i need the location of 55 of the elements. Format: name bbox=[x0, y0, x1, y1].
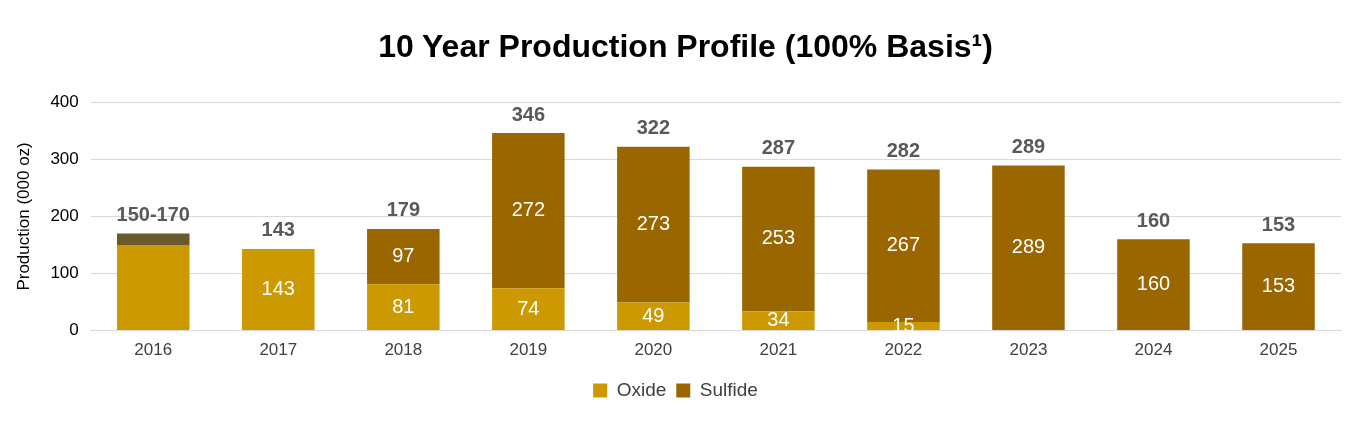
data-label: 160 bbox=[1136, 272, 1171, 295]
x-tick-label: 2023 bbox=[1009, 340, 1048, 360]
x-tick-label: 2017 bbox=[259, 340, 298, 360]
y-tick-label: 100 bbox=[50, 263, 79, 283]
data-label: 289 bbox=[1011, 235, 1046, 258]
bar bbox=[617, 146, 690, 303]
x-tick-label: 2022 bbox=[884, 340, 923, 360]
chart-title: 10 Year Production Profile (100% Basis¹) bbox=[377, 28, 994, 65]
bar bbox=[117, 233, 190, 245]
total-label: 150-170 bbox=[116, 203, 190, 226]
total-label: 153 bbox=[1261, 212, 1296, 235]
data-label: 81 bbox=[392, 294, 415, 317]
bar bbox=[742, 166, 815, 312]
data-label: 253 bbox=[761, 226, 796, 249]
data-label: 74 bbox=[517, 296, 540, 319]
bar bbox=[492, 288, 565, 331]
bar bbox=[117, 244, 190, 331]
data-label: 49 bbox=[642, 303, 665, 326]
total-label: 282 bbox=[886, 139, 921, 162]
legend-label: Sulfide bbox=[699, 378, 758, 400]
x-tick-label: 2025 bbox=[1259, 340, 1298, 360]
total-label: 179 bbox=[386, 198, 421, 221]
y-tick-label: 200 bbox=[50, 206, 79, 226]
y-axis-title: Production (000 oz) bbox=[13, 142, 33, 291]
x-tick-label: 2016 bbox=[134, 340, 173, 360]
x-tick-label: 2020 bbox=[634, 340, 673, 360]
x-tick-label: 2019 bbox=[509, 340, 548, 360]
data-label: 272 bbox=[511, 198, 546, 221]
data-label: 267 bbox=[886, 233, 921, 256]
y-tick-label: 0 bbox=[69, 320, 79, 340]
legend-label: Oxide bbox=[616, 378, 667, 400]
total-label: 346 bbox=[511, 102, 546, 125]
total-label: 322 bbox=[636, 116, 671, 139]
x-tick-label: 2021 bbox=[759, 340, 798, 360]
data-label: 143 bbox=[261, 277, 295, 300]
data-label: 97 bbox=[392, 244, 415, 267]
bar bbox=[992, 165, 1065, 331]
x-tick-label: 2018 bbox=[384, 340, 423, 360]
x-tick-label: 2024 bbox=[1134, 340, 1173, 360]
data-label: 34 bbox=[767, 308, 790, 331]
y-tick-label: 400 bbox=[50, 91, 79, 111]
bar bbox=[242, 248, 315, 331]
data-label: 153 bbox=[1261, 274, 1296, 297]
bar bbox=[1117, 239, 1190, 331]
bar bbox=[617, 302, 690, 331]
total-label: 160 bbox=[1136, 208, 1171, 231]
total-label: 287 bbox=[761, 136, 796, 159]
bar bbox=[492, 133, 565, 289]
y-tick-label: 300 bbox=[50, 148, 79, 168]
bar bbox=[367, 284, 440, 331]
bar bbox=[1242, 243, 1315, 331]
total-label: 143 bbox=[261, 218, 295, 241]
total-label: 289 bbox=[1011, 135, 1046, 158]
bar bbox=[367, 228, 440, 285]
data-label: 273 bbox=[636, 212, 671, 235]
